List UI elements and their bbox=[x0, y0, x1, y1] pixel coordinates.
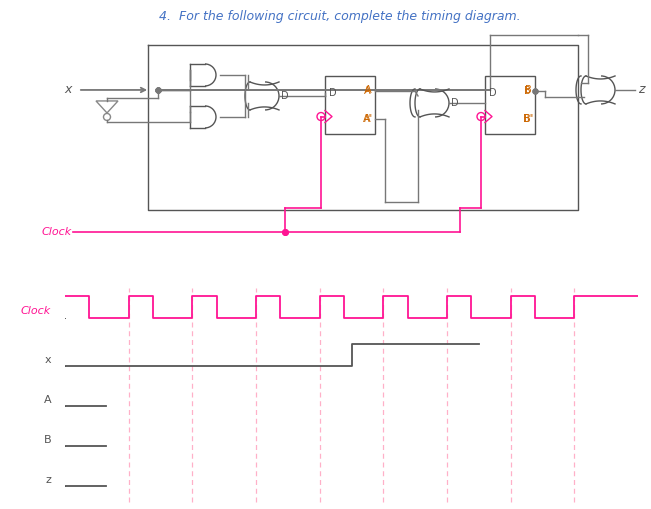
Text: A': A' bbox=[363, 115, 372, 124]
Text: D: D bbox=[451, 98, 458, 108]
Text: B': B' bbox=[524, 114, 533, 124]
Text: 4.  For the following circuit, complete the timing diagram.: 4. For the following circuit, complete t… bbox=[159, 10, 521, 23]
Bar bbox=[485, 76, 535, 134]
Text: D: D bbox=[329, 89, 337, 98]
Text: x: x bbox=[44, 355, 51, 365]
Text: z: z bbox=[638, 83, 644, 96]
Text: z: z bbox=[45, 475, 51, 485]
Text: A': A' bbox=[364, 114, 373, 124]
Text: A: A bbox=[365, 86, 372, 96]
Text: D: D bbox=[489, 89, 497, 98]
Text: B: B bbox=[525, 86, 532, 96]
Text: B: B bbox=[44, 435, 51, 445]
Text: x: x bbox=[64, 83, 72, 96]
Text: B': B' bbox=[523, 115, 532, 124]
Bar bbox=[325, 76, 375, 134]
Text: Clock: Clock bbox=[42, 227, 72, 237]
Text: B: B bbox=[524, 86, 531, 96]
Text: A: A bbox=[44, 395, 51, 405]
Text: Clock: Clock bbox=[21, 306, 51, 316]
Text: A: A bbox=[364, 86, 370, 96]
Text: D: D bbox=[281, 91, 288, 101]
